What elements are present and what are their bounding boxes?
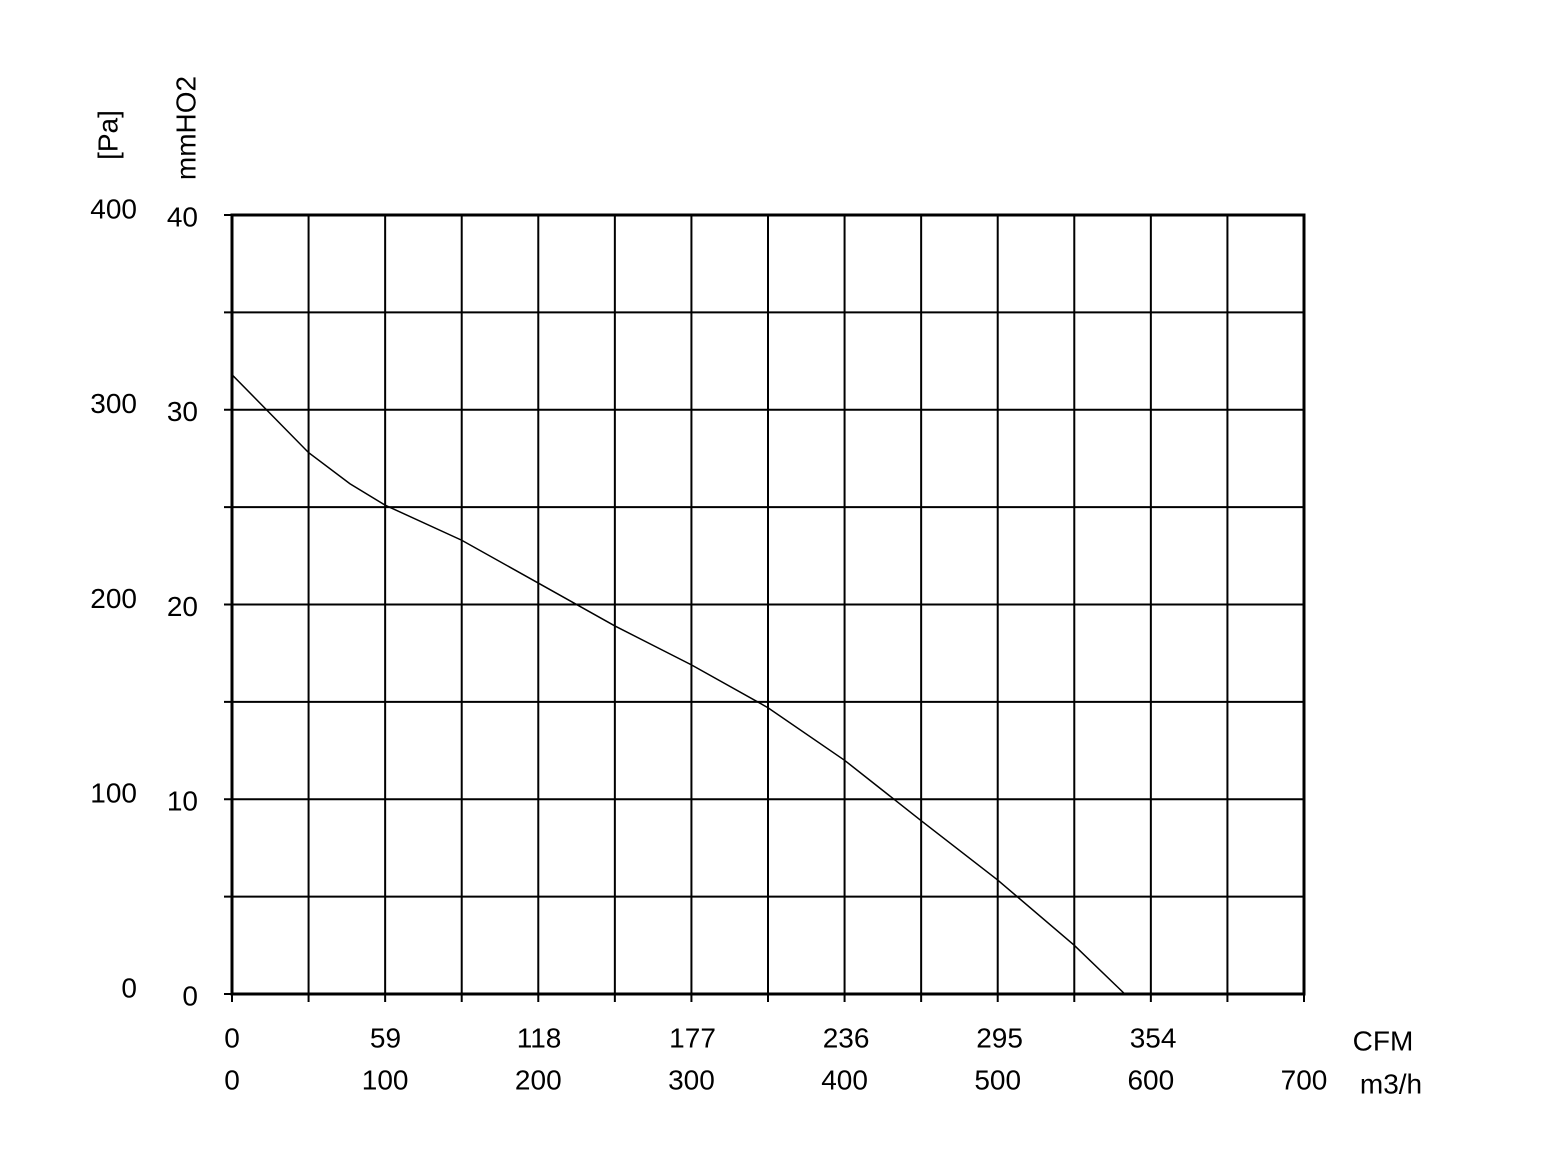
x-tick-label: 700: [1281, 1064, 1328, 1095]
x-tick-label: 600: [1127, 1064, 1174, 1095]
y-tick-label: 400: [90, 193, 137, 224]
y-axis-label: [Pa]: [92, 110, 123, 160]
y-tick-label: 0: [121, 972, 137, 1003]
y-tick-label: 300: [90, 388, 137, 419]
y2-axis-label: mmHO2: [170, 76, 201, 180]
x2-tick-label: 59: [370, 1022, 401, 1053]
x2-tick-label: 177: [669, 1022, 716, 1053]
y2-tick-label: 30: [167, 396, 198, 427]
x2-tick-label: 354: [1130, 1022, 1177, 1053]
y2-tick-label: 40: [167, 201, 198, 232]
x-tick-label: 300: [668, 1064, 715, 1095]
x2-tick-label: 236: [823, 1022, 870, 1053]
plot-frame: [230, 213, 1306, 996]
y-tick-label: 200: [90, 583, 137, 614]
x-tick-label: 100: [362, 1064, 409, 1095]
y2-tick-label: 10: [167, 786, 198, 817]
x2-axis-label: CFM: [1353, 1025, 1414, 1056]
y2-tick-label: 0: [182, 980, 198, 1011]
x-tick-label: 500: [974, 1064, 1021, 1095]
x2-tick-label: 295: [976, 1022, 1023, 1053]
x2-tick-label: 118: [517, 1022, 562, 1053]
x-tick-label: 400: [821, 1064, 868, 1095]
curve: [231, 374, 1126, 995]
x-tick-label: 0: [224, 1064, 240, 1095]
y-tick-label: 100: [90, 778, 137, 809]
x-axis-label: m3/h: [1360, 1068, 1422, 1099]
x2-tick-label: 0: [224, 1022, 240, 1053]
x-tick-label: 200: [515, 1064, 562, 1095]
y2-tick-label: 20: [167, 591, 198, 622]
